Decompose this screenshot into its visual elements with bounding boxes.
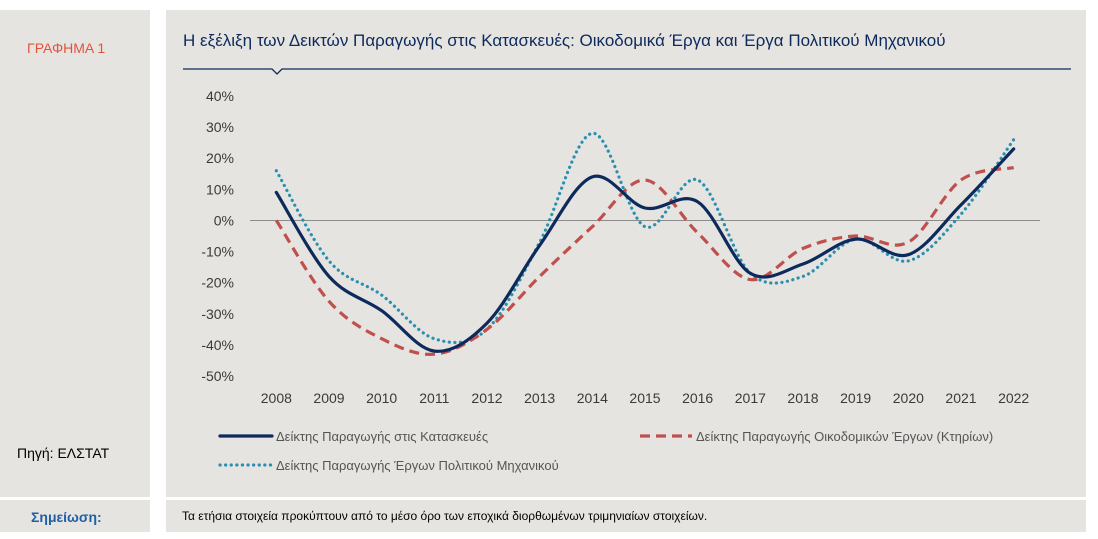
y-tick-label: 10% — [206, 181, 234, 197]
note-label: Σημείωση: — [31, 509, 102, 525]
y-tick-label: -50% — [201, 368, 234, 384]
x-tick-label: 2020 — [893, 390, 924, 406]
source-label: Πηγή: ΕΛΣΤΑΤ — [17, 445, 110, 461]
y-tick-label: -10% — [201, 244, 234, 260]
series-line-civil-engineering — [274, 131, 1016, 345]
chart-title: Η εξέλιξη των Δεικτών Παραγωγής στις Κατ… — [183, 31, 946, 50]
y-tick-label: 40% — [206, 88, 234, 104]
legend-label: Δείκτης Παραγωγής στις Κατασκευές — [276, 429, 488, 444]
x-tick-label: 2019 — [840, 390, 871, 406]
y-tick-label: 20% — [206, 150, 234, 166]
x-tick-label: 2016 — [682, 390, 713, 406]
x-tick-label: 2017 — [735, 390, 766, 406]
x-tick-label: 2010 — [366, 390, 397, 406]
x-tick-label: 2012 — [471, 390, 502, 406]
left-panel — [0, 10, 150, 497]
legend-label: Δείκτης Παραγωγής Έργων Πολιτικού Μηχανι… — [276, 458, 559, 473]
note-label-box — [0, 500, 150, 532]
chart-panel — [166, 10, 1086, 497]
y-tick-label: -40% — [201, 337, 234, 353]
x-tick-label: 2011 — [419, 390, 449, 406]
series-line-construction — [274, 147, 1016, 353]
legend-label: Δείκτης Παραγωγής Οικοδομικών Έργων (Κτη… — [696, 429, 993, 444]
graph-number-label: ΓΡΑΦΗΜΑ 1 — [27, 40, 106, 56]
note-text: Τα ετήσια στοιχεία προκύπτουν από το μέσ… — [182, 509, 708, 523]
note-text-box — [166, 500, 1086, 532]
x-tick-label: 2013 — [524, 390, 555, 406]
x-tick-label: 2018 — [787, 390, 818, 406]
title-underline — [183, 68, 1071, 75]
x-tick-label: 2022 — [998, 390, 1029, 406]
y-tick-label: -20% — [201, 275, 234, 291]
x-tick-label: 2014 — [577, 390, 608, 406]
x-tick-label: 2008 — [261, 390, 292, 406]
y-tick-label: 0% — [214, 212, 234, 228]
x-tick-label: 2021 — [945, 390, 976, 406]
x-tick-label: 2015 — [629, 390, 660, 406]
y-tick-label: -30% — [201, 306, 234, 322]
x-tick-label: 2009 — [313, 390, 344, 406]
y-tick-label: 30% — [206, 119, 234, 135]
